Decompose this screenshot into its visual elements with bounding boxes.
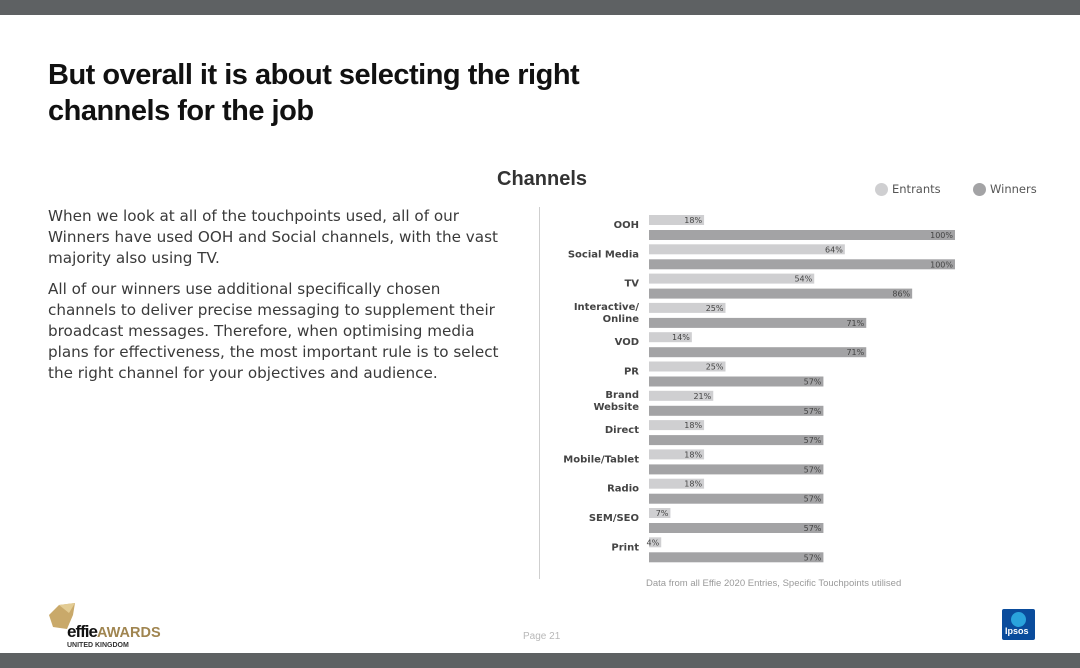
channels-bar-chart: OOH 18% 100% Social Media 64% 100% TV 54% 86% Int… (563, 215, 955, 563)
top-bar (0, 0, 1080, 15)
category-label: Brand Website (593, 390, 639, 413)
legend-entrants-swatch (875, 182, 888, 196)
body-paragraph: All of our winners use additional specif… (48, 280, 499, 382)
effie-wordmark: effieAWARDS (67, 622, 161, 642)
body-paragraph: When we look at all of the touchpoints u… (48, 207, 498, 267)
winners-bar (649, 464, 824, 475)
winners-value-label: 57% (804, 524, 822, 533)
effie-logo (45, 601, 185, 653)
entrants-value-label: 54% (794, 275, 812, 284)
entrants-value-label: 7% (656, 509, 669, 518)
entrants-bar (649, 215, 705, 225)
winners-bar (649, 405, 824, 416)
effie-awards-word: AWARDS (96, 625, 161, 641)
entrants-value-label: 18% (684, 480, 702, 489)
category-label: SEM/SEO (589, 513, 639, 524)
winners-bar (649, 552, 824, 563)
ipsos-word: Ipsos (1005, 626, 1029, 636)
entrants-bar (649, 273, 815, 284)
entrants-value-label: 18% (684, 450, 702, 459)
category-label: Radio (607, 484, 639, 495)
footnote: Data from all Effie 2020 Entries, Specif… (646, 578, 902, 589)
legend-winners-swatch (973, 182, 986, 196)
winners-value-label: 71% (846, 319, 864, 328)
winners-bar (649, 288, 913, 299)
entrants-value-label: 4% (647, 538, 660, 547)
winners-value-label: 86% (892, 290, 910, 299)
winners-bar (649, 493, 824, 504)
winners-value-label: 57% (804, 436, 822, 445)
effie-trophy-icon (49, 603, 75, 629)
winners-value-label: 57% (804, 553, 822, 562)
winners-bar (649, 230, 955, 240)
entrants-value-label: 25% (706, 363, 724, 372)
winners-bar (649, 435, 824, 446)
ipsos-logo: Ipsos (1002, 609, 1035, 640)
winners-value-label: 57% (804, 407, 822, 416)
category-label: Mobile/Tablet (563, 454, 639, 465)
entrants-value-label: 25% (706, 304, 724, 313)
winners-value-label: 100% (930, 231, 953, 240)
entrants-bar (649, 390, 714, 401)
bottom-bar (0, 653, 1080, 668)
entrants-bar (649, 420, 705, 431)
entrants-bar (649, 302, 726, 313)
legend-winners-label: Winners (990, 182, 1037, 196)
entrants-bar (649, 449, 705, 460)
winners-value-label: 57% (804, 495, 822, 504)
winners-value-label: 57% (804, 378, 822, 387)
vertical-divider (539, 207, 540, 579)
slide-title: But overall it is about selecting the ri… (48, 59, 580, 127)
entrants-bar (649, 332, 692, 343)
entrants-bar (649, 244, 845, 255)
entrants-value-label: 21% (693, 392, 711, 401)
entrants-bar (649, 361, 726, 372)
winners-value-label: 71% (846, 348, 864, 357)
chart-title: Channels (497, 168, 588, 190)
entrants-value-label: 64% (825, 245, 843, 254)
winners-bar (649, 347, 867, 358)
category-label: Interactive/Online (574, 302, 640, 325)
ipsos-arc-icon (1011, 612, 1026, 627)
category-label: Social Media (568, 249, 639, 260)
entrants-value-label: 14% (672, 333, 690, 342)
winners-bar (649, 376, 824, 387)
winners-value-label: 100% (930, 260, 953, 269)
legend-entrants-label: Entrants (892, 182, 941, 196)
body-text: When we look at all of the touchpoints u… (48, 206, 513, 394)
category-label: Print (611, 542, 639, 553)
entrants-bar (649, 508, 671, 518)
entrants-value-label: 18% (684, 421, 702, 430)
category-label: OOH (614, 220, 639, 231)
entrants-bar (649, 478, 705, 489)
entrants-bar (649, 537, 662, 548)
category-label: VOD (615, 337, 639, 348)
legend-entrants: Entrants (875, 182, 941, 196)
winners-bar (649, 259, 955, 270)
entrants-value-label: 18% (684, 216, 702, 225)
page-number: Page 21 (523, 631, 561, 642)
effie-word: effie (67, 622, 98, 641)
category-label: TV (624, 279, 639, 290)
winners-bar (649, 317, 867, 328)
category-label: Direct (605, 425, 639, 436)
winners-bar (649, 523, 824, 533)
winners-value-label: 57% (804, 465, 822, 474)
effie-subtitle: UNITED KINGDOM (67, 642, 129, 649)
category-label: PR (624, 367, 639, 378)
legend-winners: Winners (973, 182, 1037, 196)
